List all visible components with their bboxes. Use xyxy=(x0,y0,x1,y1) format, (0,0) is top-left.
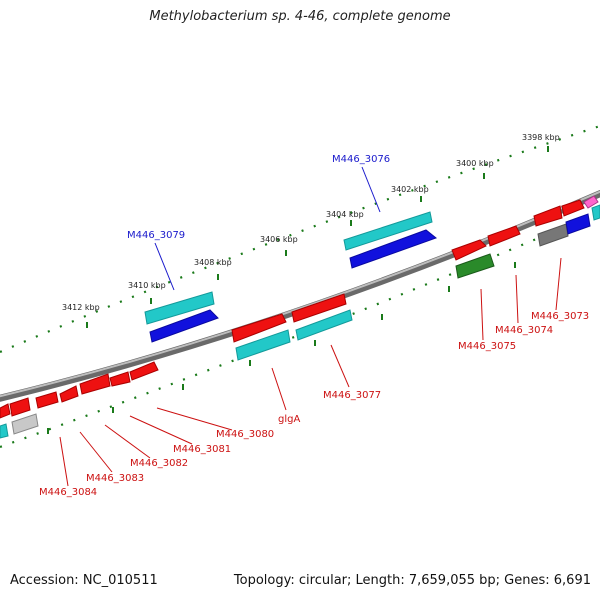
connector-line xyxy=(156,407,233,431)
gene-gray[interactable] xyxy=(537,223,569,247)
gene-cyan[interactable] xyxy=(144,291,215,325)
gene-cyan[interactable] xyxy=(591,204,600,221)
gene-gray[interactable] xyxy=(11,413,39,435)
connector-line xyxy=(154,242,175,291)
tick-label: 3404 kbp xyxy=(326,210,364,219)
gene-blue[interactable] xyxy=(149,309,219,343)
gene-label[interactable]: M446_3084 xyxy=(39,487,97,498)
major-tick xyxy=(483,173,485,179)
lower-tick-track xyxy=(0,210,600,449)
genome-summary-text: Topology: circular; Length: 7,659,055 bp… xyxy=(233,573,591,588)
tick-label: 3412 kbp xyxy=(62,303,100,312)
gene-red[interactable] xyxy=(451,239,487,261)
major-tick xyxy=(285,250,287,256)
connector-line xyxy=(330,344,350,388)
gene-label[interactable]: glgA xyxy=(278,414,300,425)
major-tick xyxy=(350,220,352,226)
gene-red[interactable] xyxy=(9,397,31,417)
connector-line xyxy=(361,166,381,213)
gene-red[interactable] xyxy=(487,225,521,247)
major-tick xyxy=(448,286,450,292)
gene-cyan[interactable] xyxy=(295,309,353,341)
gene-cyan[interactable] xyxy=(235,329,291,361)
gene-label[interactable]: M446_3076 xyxy=(332,154,390,165)
gene-red[interactable] xyxy=(109,371,131,387)
gene-blue[interactable] xyxy=(349,229,438,269)
gene-cyan[interactable] xyxy=(0,423,9,439)
major-tick xyxy=(381,314,383,320)
major-tick xyxy=(112,407,114,413)
tick-label: 3400 kbp xyxy=(456,159,494,168)
upper-genes xyxy=(144,204,600,343)
lower-genes xyxy=(0,195,599,439)
major-tick xyxy=(514,262,516,268)
connector-line xyxy=(555,257,562,311)
tick-label: 3406 kbp xyxy=(260,235,298,244)
gene-label[interactable]: M446_3075 xyxy=(458,341,516,352)
tick-label: 3410 kbp xyxy=(128,281,166,290)
gene-label[interactable]: M446_3082 xyxy=(130,458,188,469)
major-tick xyxy=(249,360,251,366)
major-tick xyxy=(420,196,422,202)
genome-backbone-highlight xyxy=(0,190,600,398)
tick-label: 3402 kbp xyxy=(391,185,429,194)
gene-label[interactable]: M446_3083 xyxy=(86,473,144,484)
major-tick xyxy=(182,384,184,390)
connector-line xyxy=(79,431,113,473)
gene-red[interactable] xyxy=(59,385,79,403)
major-tick xyxy=(150,298,152,304)
gene-blue[interactable] xyxy=(565,213,591,235)
gene-label[interactable]: M446_3080 xyxy=(216,429,274,440)
gene-pink[interactable] xyxy=(583,195,599,209)
connector-line xyxy=(129,415,193,445)
major-tick xyxy=(547,146,549,152)
bottom-label-connectors xyxy=(59,257,562,487)
gene-red[interactable] xyxy=(129,361,159,381)
tick-label: 3398 kbp xyxy=(522,133,560,142)
gene-red[interactable] xyxy=(0,403,11,419)
gene-red[interactable] xyxy=(231,313,287,343)
gene-red[interactable] xyxy=(79,373,111,395)
genome-backbone xyxy=(0,189,600,402)
top-label-connectors xyxy=(154,166,381,291)
accession-text: Accession: NC_010511 xyxy=(10,573,158,588)
gene-red[interactable] xyxy=(35,391,59,409)
gene-label[interactable]: M446_3079 xyxy=(127,230,185,241)
major-tick xyxy=(314,340,316,346)
gene-green[interactable] xyxy=(455,253,495,279)
gene-label[interactable]: M446_3077 xyxy=(323,390,381,401)
tick-label: 3408 kbp xyxy=(194,258,232,267)
gene-label[interactable]: M446_3081 xyxy=(173,444,231,455)
connector-line xyxy=(59,436,69,487)
gene-red[interactable] xyxy=(561,199,585,217)
gene-red[interactable] xyxy=(291,293,347,323)
gene-label[interactable]: M446_3073 xyxy=(531,311,589,322)
major-tick xyxy=(217,274,219,280)
major-tick xyxy=(47,428,49,434)
gene-label[interactable]: M446_3074 xyxy=(495,325,553,336)
gene-cyan[interactable] xyxy=(343,211,433,251)
genome-title: Methylobacterium sp. 4-46, complete geno… xyxy=(149,9,451,24)
upper-tick-track xyxy=(0,124,600,354)
major-tick xyxy=(86,322,88,328)
connector-line xyxy=(271,367,287,411)
connector-line xyxy=(515,274,519,324)
connector-line xyxy=(104,424,151,459)
connector-line xyxy=(480,288,484,341)
gene-red[interactable] xyxy=(533,205,563,227)
